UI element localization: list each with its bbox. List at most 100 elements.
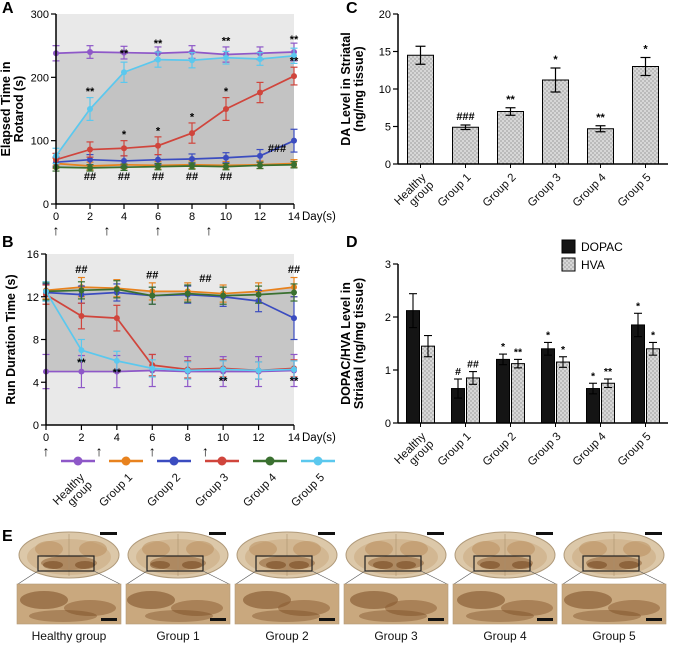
treatment-arrow: ↑ bbox=[149, 443, 156, 459]
svg-text:Group 3: Group 3 bbox=[526, 431, 564, 469]
significance-mark: * bbox=[643, 44, 648, 56]
svg-text:8: 8 bbox=[189, 211, 195, 223]
brain-section-4: Group 3 bbox=[343, 528, 449, 643]
svg-text:Group 4: Group 4 bbox=[571, 430, 609, 468]
significance-mark: ## bbox=[84, 171, 96, 183]
svg-text:Group 5: Group 5 bbox=[616, 172, 654, 210]
run-duration-line-chart: ## ## ## ## ** ** ** ** 0 4 8 12 16 0 2 4 6 8 10 12 14 Day(s)… bbox=[4, 249, 336, 459]
svg-text:Elapsed Time in: Elapsed Time in bbox=[0, 62, 13, 157]
svg-text:Group 1: Group 1 bbox=[436, 431, 474, 469]
significance-mark: * bbox=[546, 329, 551, 341]
svg-text:14: 14 bbox=[288, 211, 300, 223]
scale-bar bbox=[319, 618, 335, 621]
legend-marker bbox=[313, 456, 323, 466]
brain-label: Group 1 bbox=[156, 629, 200, 643]
svg-text:12: 12 bbox=[254, 211, 266, 223]
bar-Group 1 bbox=[452, 126, 479, 165]
treatment-arrow: ↑ bbox=[43, 443, 50, 459]
significance-mark: ** bbox=[77, 357, 86, 369]
significance-mark: ** bbox=[506, 94, 515, 106]
treatment-arrow: ↑ bbox=[104, 222, 111, 238]
svg-text:0: 0 bbox=[385, 418, 391, 430]
significance-mark: ** bbox=[290, 34, 299, 46]
svg-text:Group 2: Group 2 bbox=[481, 431, 519, 469]
significance-mark: ## bbox=[288, 264, 300, 276]
svg-text:3: 3 bbox=[385, 259, 391, 271]
svg-text:Group 1: Group 1 bbox=[97, 472, 135, 510]
svg-text:0: 0 bbox=[43, 432, 49, 444]
brain-section-1: Healthy group bbox=[16, 528, 122, 643]
brain-image bbox=[16, 531, 122, 625]
scale-bar bbox=[209, 532, 226, 535]
x-axis-label: Day(s) bbox=[302, 432, 336, 444]
svg-text:6: 6 bbox=[155, 211, 161, 223]
da-level-bar-chart: Healthygroup ### Group 1 ** Group 2 * Group 3 *… bbox=[339, 9, 668, 210]
bar-Group 5 bbox=[632, 66, 659, 165]
svg-text:2: 2 bbox=[385, 312, 391, 324]
scale-bar bbox=[646, 618, 662, 621]
legend-swatch-dopac bbox=[561, 239, 576, 254]
bar-Group 2 bbox=[497, 111, 524, 165]
significance-mark: * bbox=[156, 125, 161, 137]
bar-hva-Group 5 bbox=[646, 348, 660, 424]
svg-text:0: 0 bbox=[43, 199, 49, 211]
significance-mark: ## bbox=[199, 273, 211, 285]
svg-text:Healthygroup: Healthygroup bbox=[393, 430, 437, 474]
brain-label: Group 4 bbox=[483, 629, 527, 643]
significance-mark: ### bbox=[456, 111, 474, 123]
treatment-arrow: ↑ bbox=[202, 443, 209, 459]
svg-text:Run Duration Time (s): Run Duration Time (s) bbox=[4, 274, 18, 404]
svg-text:300: 300 bbox=[31, 9, 49, 21]
svg-text:Group 4: Group 4 bbox=[241, 471, 279, 509]
svg-text:Group 3: Group 3 bbox=[526, 172, 564, 210]
shaded-band bbox=[56, 55, 294, 168]
bar-hva-Group 2 bbox=[511, 363, 525, 424]
scale-bar bbox=[537, 618, 553, 621]
svg-text:10: 10 bbox=[220, 211, 232, 223]
svg-text:12: 12 bbox=[27, 292, 39, 304]
svg-text:DOPAC/HVA Level in: DOPAC/HVA Level in bbox=[339, 282, 353, 405]
svg-text:Group 3: Group 3 bbox=[193, 472, 231, 510]
scale-bar bbox=[210, 618, 226, 621]
inset-box bbox=[146, 555, 204, 572]
panel-label-c: C bbox=[346, 0, 358, 17]
legend-label-dopac: DOPAC bbox=[581, 240, 623, 254]
svg-text:16: 16 bbox=[27, 249, 39, 261]
svg-text:2: 2 bbox=[87, 211, 93, 223]
bar-dopac-Group 5 bbox=[631, 324, 645, 424]
brain-label: Group 3 bbox=[374, 629, 418, 643]
significance-mark: ## bbox=[467, 359, 479, 371]
bar-Group 4 bbox=[587, 128, 614, 165]
legend-swatch-hva bbox=[561, 257, 576, 272]
svg-text:5: 5 bbox=[385, 122, 391, 134]
brain-label: Group 2 bbox=[265, 629, 309, 643]
legend-marker bbox=[217, 456, 227, 466]
significance-mark: * bbox=[122, 129, 127, 141]
significance-mark: ## bbox=[146, 270, 158, 282]
legend-label-hva: HVA bbox=[581, 258, 605, 272]
svg-text:12: 12 bbox=[252, 432, 264, 444]
significance-mark: ** bbox=[219, 375, 228, 387]
significance-mark: * bbox=[636, 300, 641, 312]
svg-text:6: 6 bbox=[149, 432, 155, 444]
scale-bar bbox=[427, 532, 444, 535]
inset-box bbox=[582, 555, 640, 572]
svg-text:2: 2 bbox=[78, 432, 84, 444]
significance-mark: ** bbox=[113, 367, 122, 379]
legend-marker bbox=[73, 456, 83, 466]
svg-text:Group 4: Group 4 bbox=[571, 171, 609, 209]
legend-marker bbox=[265, 456, 275, 466]
svg-text:20: 20 bbox=[379, 9, 391, 21]
brain-image bbox=[452, 531, 558, 625]
significance-mark: ** bbox=[86, 86, 95, 98]
svg-text:10: 10 bbox=[217, 432, 229, 444]
bar-dopac-Group 3 bbox=[541, 348, 555, 424]
series-healthy-group bbox=[52, 42, 298, 63]
svg-text:Group 5: Group 5 bbox=[289, 472, 327, 510]
svg-text:Rotarod (s): Rotarod (s) bbox=[12, 76, 26, 143]
svg-text:10: 10 bbox=[379, 84, 391, 96]
svg-text:15: 15 bbox=[379, 47, 391, 59]
svg-text:4: 4 bbox=[114, 432, 120, 444]
svg-text:Striatal (ng/mg tissue): Striatal (ng/mg tissue) bbox=[352, 278, 366, 409]
